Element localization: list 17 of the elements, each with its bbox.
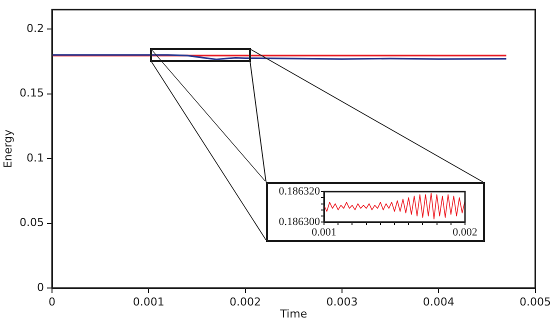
y-tick-label: 0.2 — [26, 22, 44, 35]
y-axis-title: Energy — [1, 129, 14, 168]
x-tick-label: 0.005 — [520, 295, 552, 308]
x-tick-label: 0 — [48, 295, 56, 308]
x-axis-title: Time — [279, 307, 308, 320]
y-tick-label: 0 — [37, 280, 44, 294]
x-tick-label: 0.004 — [422, 295, 454, 308]
x-tick-label: 0.003 — [326, 295, 358, 308]
x-tick-label: 0.002 — [230, 295, 262, 308]
y-tick-label: 0.1 — [26, 151, 44, 164]
x-tick-label: 0.002 — [452, 226, 478, 238]
y-tick-label: 0.186300 — [278, 216, 320, 228]
x-tick-label: 0.001 — [312, 226, 336, 238]
y-tick-label: 0.186320 — [278, 185, 320, 198]
y-tick-label: 0.15 — [20, 86, 44, 100]
x-tick-label: 0.001 — [132, 295, 164, 308]
y-tick-label: 0.05 — [20, 216, 44, 230]
